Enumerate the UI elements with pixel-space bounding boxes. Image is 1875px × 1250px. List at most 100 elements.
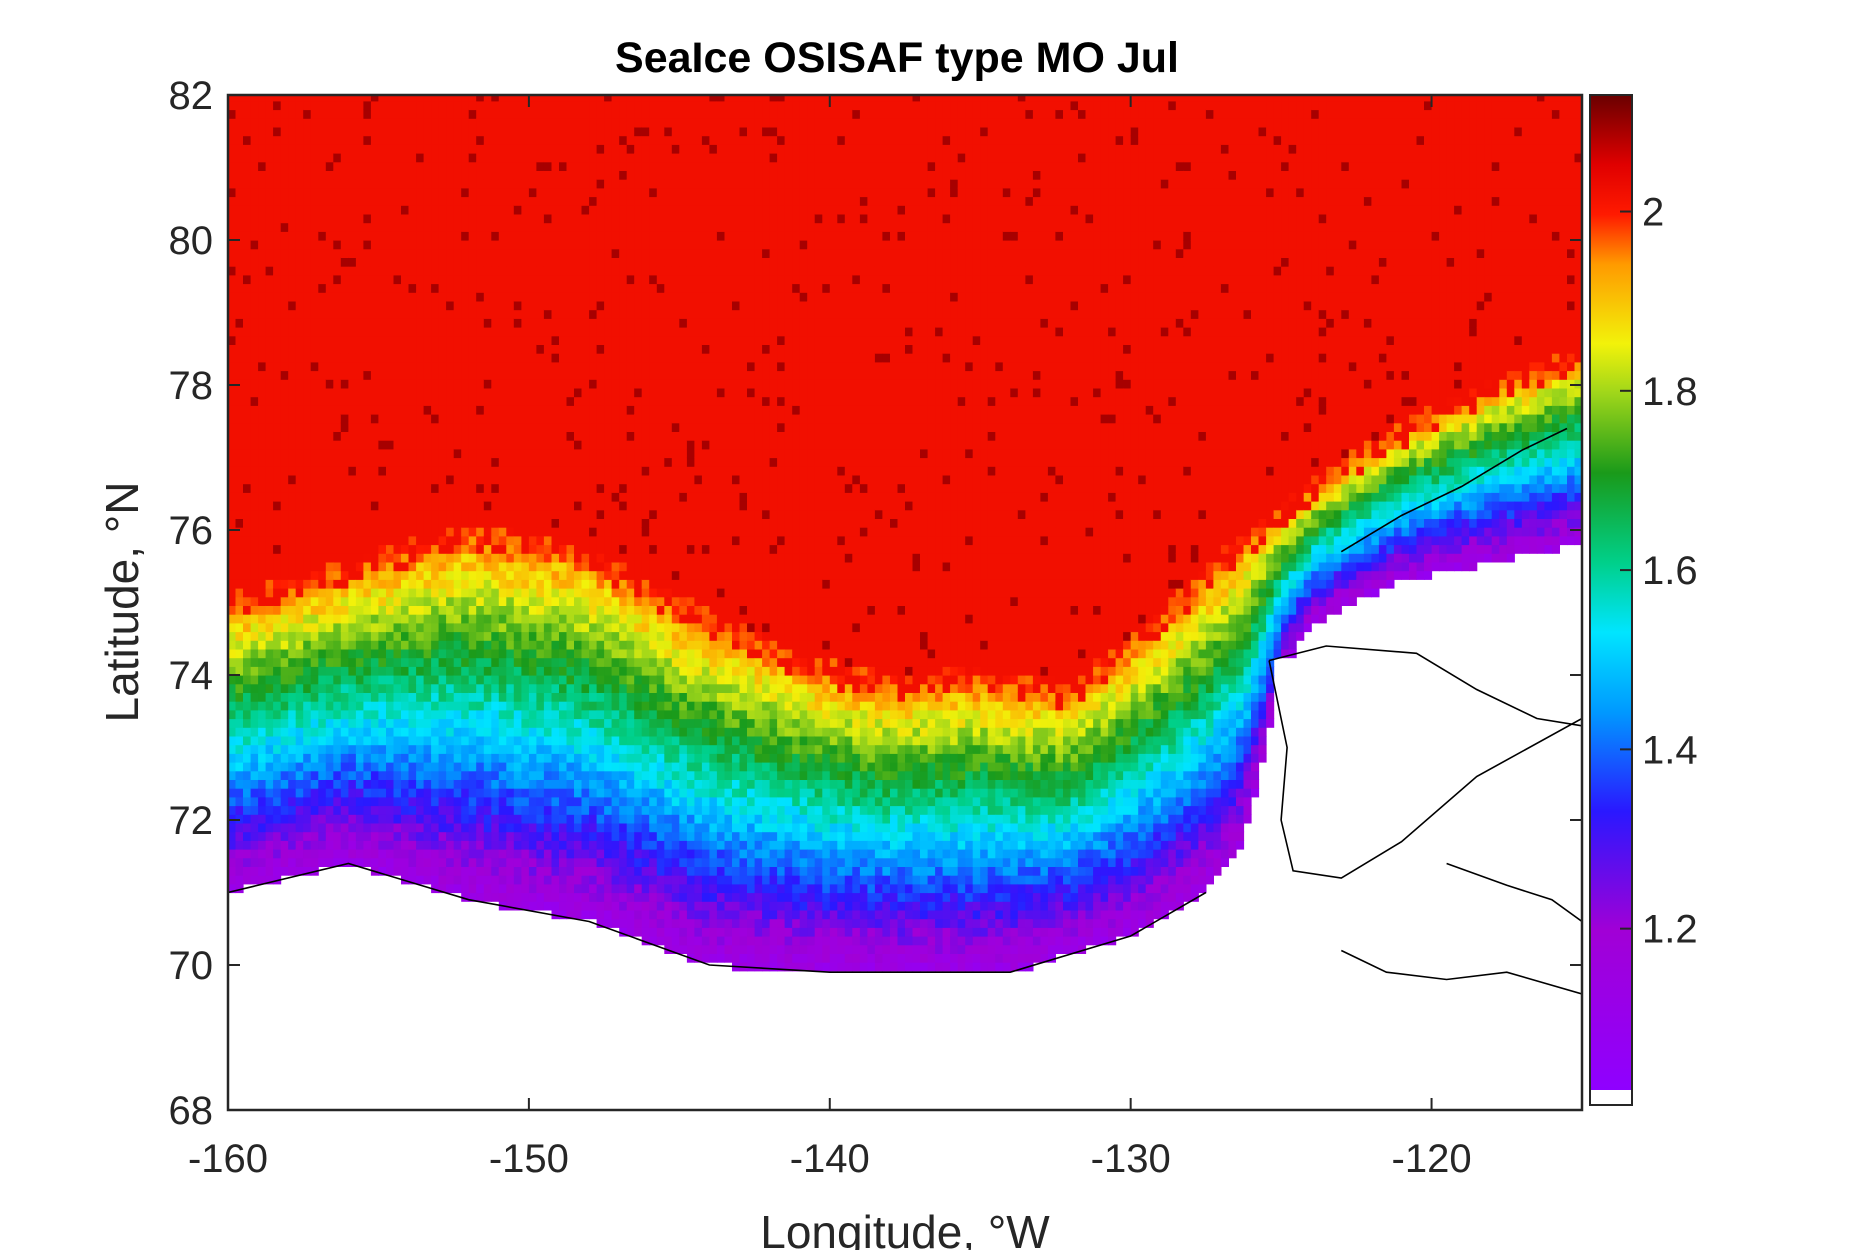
- ice-cell: [295, 196, 304, 206]
- ice-cell: [566, 675, 575, 685]
- ice-cell: [543, 779, 552, 789]
- ice-cell: [589, 779, 598, 789]
- ice-cell: [543, 457, 552, 467]
- ice-cell: [378, 344, 387, 354]
- ice-cell: [626, 431, 635, 441]
- ice-cell: [589, 892, 598, 902]
- ice-cell: [258, 796, 267, 807]
- ice-cell: [574, 379, 583, 389]
- ice-cell: [528, 327, 537, 337]
- ice-cell: [528, 735, 537, 746]
- ice-cell: [310, 675, 319, 685]
- ice-cell: [318, 518, 327, 528]
- ice-cell: [340, 100, 349, 111]
- ice-cell: [333, 205, 342, 215]
- ice-cell: [536, 135, 545, 145]
- ice-cell: [393, 744, 402, 754]
- ice-cell: [438, 883, 447, 894]
- ice-cell: [273, 300, 282, 311]
- ice-cell: [566, 709, 575, 720]
- ice-cell: [265, 753, 274, 763]
- ice-cell: [363, 126, 372, 137]
- ice-cell: [348, 692, 357, 702]
- ice-cell: [476, 474, 485, 485]
- ice-cell: [318, 292, 327, 302]
- ice-cell: [461, 666, 470, 676]
- ice-cell: [483, 257, 492, 267]
- ice-cell: [491, 570, 500, 580]
- ice-cell: [536, 527, 545, 537]
- ice-cell: [243, 501, 252, 511]
- ice-cell: [559, 379, 568, 389]
- ice-cell: [250, 675, 259, 685]
- ice-cell: [506, 387, 515, 398]
- ice-cell: [468, 622, 477, 633]
- ice-cell: [250, 466, 259, 476]
- ice-cell: [483, 875, 492, 885]
- ice-cell: [506, 588, 515, 598]
- ice-cell: [551, 892, 560, 902]
- ice-cell: [228, 822, 237, 833]
- ice-cell: [235, 683, 244, 693]
- ice-cell: [476, 631, 485, 641]
- ice-cell: [521, 657, 530, 667]
- ice-cell: [265, 240, 274, 250]
- ice-cell: [235, 466, 244, 476]
- ice-cell: [589, 457, 598, 467]
- ice-cell: [303, 588, 312, 598]
- ice-cell: [340, 735, 349, 746]
- ice-cell: [626, 770, 635, 780]
- ice-cell: [453, 779, 462, 789]
- ice-cell: [574, 753, 583, 763]
- ice-cell: [468, 170, 477, 180]
- ice-cell: [626, 222, 635, 232]
- ice-cell: [310, 205, 319, 215]
- ice-cell: [235, 361, 244, 372]
- ice-cell: [543, 387, 552, 398]
- ice-cell: [416, 283, 425, 293]
- ice-cell: [536, 579, 545, 589]
- ice-cell: [243, 770, 252, 780]
- ice-cell: [423, 266, 432, 276]
- ice-cell: [619, 883, 628, 894]
- ice-cell: [521, 875, 530, 885]
- ice-cell: [401, 762, 410, 772]
- ice-cell: [559, 875, 568, 885]
- ice-cell: [416, 753, 425, 763]
- ice-cell: [250, 161, 259, 171]
- ice-cell: [393, 483, 402, 493]
- ice-cell: [619, 205, 628, 215]
- ice-cell: [258, 344, 267, 354]
- ice-cell: [453, 735, 462, 746]
- ice-cell: [528, 892, 537, 902]
- ice-cell: [340, 518, 349, 528]
- ice-cell: [596, 788, 605, 798]
- ice-cell: [461, 109, 470, 119]
- ice-cell: [235, 744, 244, 754]
- ice-cell: [423, 822, 432, 833]
- ice-cell: [498, 622, 507, 633]
- ice-cell: [581, 213, 590, 224]
- ice-cell: [295, 118, 304, 128]
- ice-cell: [446, 788, 455, 798]
- ice-cell: [468, 892, 477, 902]
- ice-cell: [438, 805, 447, 815]
- ice-cell: [228, 109, 237, 119]
- ice-cell: [626, 448, 635, 459]
- ice-cell: [596, 187, 605, 198]
- ice-cell: [393, 840, 402, 850]
- ice-cell: [228, 709, 237, 720]
- ice-cell: [386, 640, 395, 650]
- ice-cell: [476, 492, 485, 502]
- ice-cell: [303, 509, 312, 519]
- ice-cell: [416, 831, 425, 841]
- ice-cell: [408, 327, 417, 337]
- ice-cell: [536, 95, 545, 102]
- ice-cell: [619, 213, 628, 224]
- ice-cell: [416, 788, 425, 798]
- ice-cell: [453, 187, 462, 198]
- ice-cell: [566, 309, 575, 319]
- ice-cell: [310, 666, 319, 676]
- ice-cell: [596, 248, 605, 258]
- ice-cell: [468, 126, 477, 137]
